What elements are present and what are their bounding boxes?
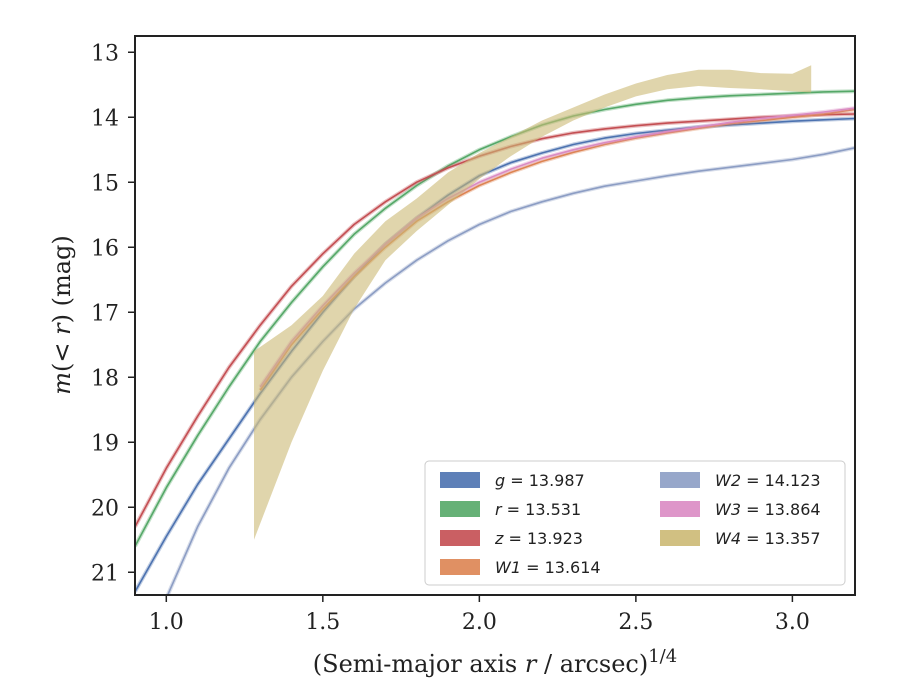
legend-label-W3: W3 = 13.864: [715, 500, 821, 519]
y-axis-title: m(< r) (mag): [48, 235, 76, 395]
y-tick-label: 13: [91, 41, 119, 66]
legend-swatch-z: [440, 530, 480, 546]
x-tick-label: 2.5: [618, 610, 653, 635]
legend-swatch-W4: [660, 530, 700, 546]
series-line-W1: [259, 108, 855, 391]
y-tick-label: 20: [91, 496, 119, 521]
x-tick-label: 2.0: [462, 610, 497, 635]
legend-label-g: g = 13.987: [495, 471, 585, 490]
series-layer: [135, 65, 855, 595]
y-tick-label: 14: [91, 106, 119, 131]
y-tick-label: 18: [91, 366, 119, 391]
legend-frame: [424, 460, 846, 586]
legend-swatch-W3: [660, 501, 700, 517]
axis-ticks: 1.0 1.5 2.0 2.5 3.0 13 14 15 16 17 18 19 20 21: [91, 41, 810, 635]
series-line-r: [135, 90, 855, 547]
y-tick-label: 15: [91, 171, 119, 196]
legend-swatch-r: [440, 501, 480, 517]
plot-frame: [134, 35, 856, 596]
legend-swatch-W2: [660, 472, 700, 488]
legend-label-z: z = 13.923: [494, 529, 583, 548]
x-tick-label: 1.0: [149, 610, 184, 635]
x-tick-label: 1.5: [305, 610, 340, 635]
x-axis-title: (Semi-major axis r / arcsec)1/4: [313, 646, 677, 678]
y-tick-label: 17: [91, 301, 119, 326]
legend-label-W1: W1 = 13.614: [495, 558, 601, 577]
legend-label-W2: W2 = 14.123: [715, 471, 821, 490]
legend: g = 13.987 r = 13.531 z = 13.923 W1 = 13.61…: [424, 460, 846, 586]
legend-swatch-W1: [440, 559, 480, 575]
y-tick-label: 19: [91, 431, 119, 456]
y-tick-label: 21: [91, 561, 119, 586]
legend-swatch-g: [440, 472, 480, 488]
x-tick-label: 3.0: [775, 610, 810, 635]
legend-label-r: r = 13.531: [495, 500, 581, 519]
series-band-W1: [258, 107, 855, 392]
y-tick-label: 16: [91, 236, 119, 261]
legend-label-W4: W4 = 13.357: [715, 529, 821, 548]
